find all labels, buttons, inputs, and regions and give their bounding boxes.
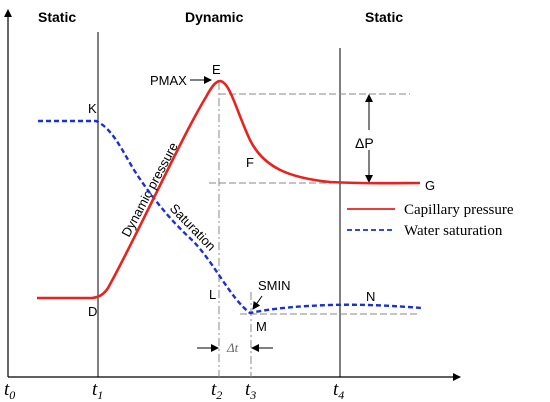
phase-label-dynamic: Dynamic (185, 9, 244, 25)
point-label-k: K (88, 101, 97, 116)
delta-p-label: ΔP (355, 135, 374, 151)
time-tick-t4: t4 (333, 379, 344, 402)
smin-label: SMIN (258, 278, 291, 293)
phase-label-static-right: Static (365, 9, 403, 25)
pmax-label: PMAX (150, 73, 187, 88)
time-tick-t1: t1 (92, 379, 103, 402)
point-label-g: G (425, 178, 435, 193)
time-tick-t0: t0 (4, 379, 15, 402)
point-label-m: M (256, 319, 267, 334)
point-label-d: D (88, 304, 97, 319)
time-tick-t2: t2 (211, 379, 222, 402)
point-label-e: E (212, 62, 221, 77)
water-saturation-curve (38, 119, 423, 315)
time-tick-t3: t3 (245, 379, 256, 402)
phase-label-static-left: Static (38, 9, 76, 25)
delta-t-label: Δt (226, 340, 239, 355)
legend: Capillary pressure Water saturation (347, 202, 514, 239)
legend-capillary-label: Capillary pressure (404, 202, 514, 218)
guide-lines (209, 82, 420, 377)
point-label-f: F (246, 155, 254, 170)
point-label-l: L (209, 287, 216, 302)
capillary-pressure-curve (37, 79, 421, 300)
dynamic-pressure-label: Dynamic pressure (118, 140, 180, 240)
legend-water-label: Water saturation (404, 223, 503, 239)
saturation-label: Saturation (167, 201, 219, 254)
point-label-n: N (366, 289, 375, 304)
smin-arrow (252, 295, 263, 310)
